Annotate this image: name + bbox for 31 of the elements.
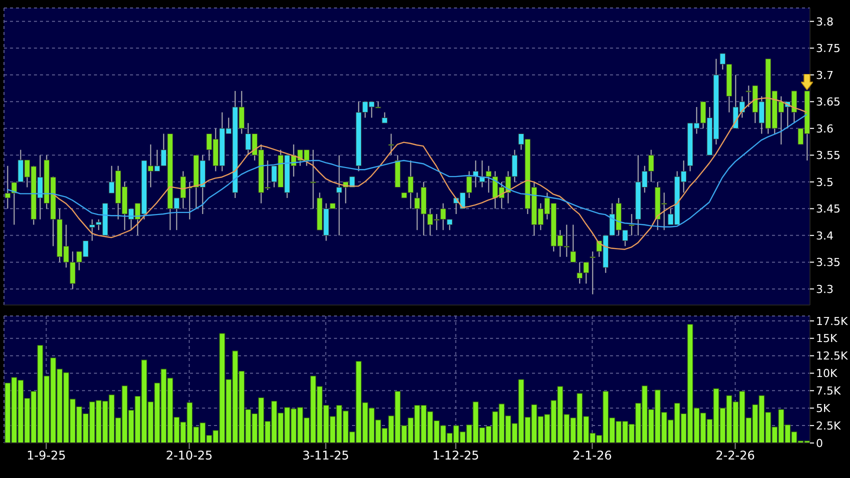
x-tick-label: 2-10-25 xyxy=(166,448,213,463)
y-tick-label: 10K xyxy=(816,367,838,380)
y-tick-label: 3.5 xyxy=(816,176,834,189)
y-tick-label: 3.75 xyxy=(816,42,840,56)
y-tick-label: 17.5K xyxy=(816,314,848,328)
x-tick-label: 2-1-26 xyxy=(572,448,612,463)
candlestick xyxy=(590,250,596,295)
y-tick-label: 3.7 xyxy=(816,68,834,82)
candlestick xyxy=(382,112,388,124)
y-tick-label: 3.6 xyxy=(816,122,834,136)
y-tick-label: 0 xyxy=(816,436,823,450)
y-tick-label: 12.5K xyxy=(816,350,848,363)
y-tick-label: 5K xyxy=(816,402,831,416)
y-tick-label: 3.35 xyxy=(816,256,840,270)
y-tick-label: 3.55 xyxy=(816,149,840,162)
y-tick-label: 3.4 xyxy=(816,229,834,242)
y-tick-label: 3.65 xyxy=(816,96,840,109)
y-tick-label: 3.45 xyxy=(816,202,840,216)
x-tick-label: 3-11-25 xyxy=(302,448,350,463)
y-tick-label: 2.5K xyxy=(816,419,842,432)
candlestick xyxy=(388,133,394,156)
x-tick-label: 1-12-25 xyxy=(432,448,480,463)
y-tick-label: 3.3 xyxy=(816,282,834,296)
y-tick-label: 3.8 xyxy=(816,15,834,28)
candlestick xyxy=(310,149,316,210)
x-tick-label: 1-9-25 xyxy=(26,448,66,463)
y-tick-label: 7.5K xyxy=(816,384,842,398)
y-tick-label: 15K xyxy=(816,332,838,346)
candlestick xyxy=(570,224,576,263)
x-tick-label: 2-2-26 xyxy=(716,448,755,463)
candlestick xyxy=(628,214,635,236)
